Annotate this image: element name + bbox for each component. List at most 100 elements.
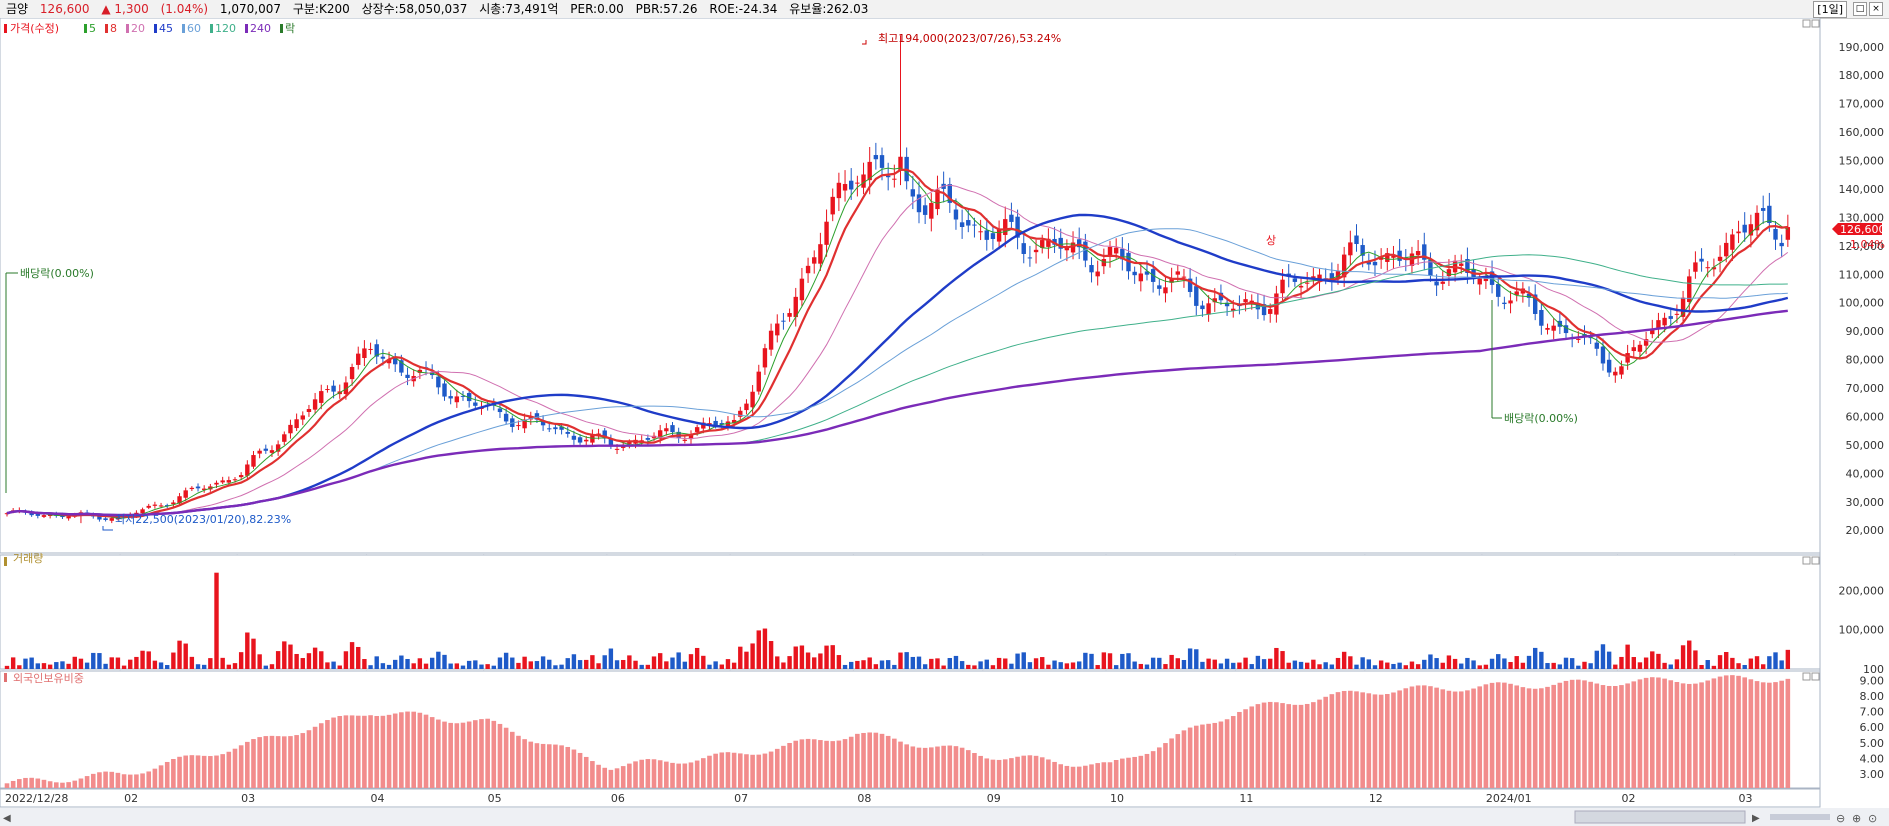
stock-name[interactable]: 금양: [6, 2, 29, 16]
foreign-ratio-bar: [466, 721, 472, 788]
legend-price-label[interactable]: 가격(수정): [10, 22, 59, 35]
foreign-ratio-bar: [1076, 766, 1082, 788]
volume-title-marker: [4, 557, 7, 566]
foreign-ratio-bar: [1033, 755, 1039, 788]
candle-body: [1767, 205, 1772, 224]
foreign-ratio-bar: [645, 759, 651, 788]
candle-body: [158, 505, 164, 507]
candle-body: [1588, 337, 1593, 339]
volume-bar: [787, 656, 792, 669]
candle-body: [331, 385, 336, 392]
volume-bar: [1064, 663, 1070, 669]
candle-body: [269, 450, 275, 453]
foreign-ratio-bar: [719, 752, 725, 788]
candle-body: [1163, 287, 1168, 294]
foreign-ratio-bar: [35, 778, 41, 788]
candle-body: [867, 161, 872, 181]
legend-ma-marker: [84, 24, 87, 33]
volume-bar: [1009, 663, 1014, 669]
candle-body: [916, 194, 922, 213]
price-tick-label: 90,000: [1846, 325, 1885, 338]
candle-body: [756, 371, 761, 392]
high-annotation: 최고194,000(2023/07/26),53.24%: [862, 32, 1061, 45]
candle-body: [1372, 261, 1378, 266]
foreign-ratio-bar: [1083, 765, 1088, 788]
foreign-ratio-bar: [1070, 766, 1076, 788]
foreign-ratio-bar: [503, 727, 509, 788]
candle-body: [1779, 242, 1784, 247]
volume-bar: [195, 664, 201, 669]
volume-bar: [1767, 656, 1772, 669]
candle-body: [1187, 278, 1193, 292]
foreign-ratio-bar: [1058, 764, 1064, 788]
foreign-ratio-bar: [78, 778, 84, 788]
x-tick-label: 03: [241, 792, 255, 805]
volume-bar: [1730, 657, 1735, 669]
volume-bar: [1348, 656, 1353, 669]
foreign-ratio-bar: [1169, 738, 1174, 788]
candle-body: [528, 416, 533, 420]
chart-canvas[interactable]: 20,000 30,000 40,000 50,000 60,000 70,000 80,0…: [0, 18, 1889, 826]
close-icon[interactable]: ×: [1869, 2, 1883, 16]
foreign-ratio-bar: [343, 715, 349, 788]
volume-bar: [1298, 661, 1304, 669]
candle-body: [393, 358, 398, 365]
volume-bar: [812, 657, 817, 669]
foreign-ratio-bar: [1200, 724, 1205, 788]
foreign-ratio-bar: [898, 741, 903, 788]
volume-bar: [220, 657, 225, 669]
candle-body: [614, 448, 620, 450]
volume-bar: [1514, 656, 1519, 669]
foreign-ratio-bar: [448, 722, 453, 788]
foreign-ratio-bar: [1280, 703, 1285, 788]
scrollbar-track[interactable]: [0, 808, 1889, 826]
candle-body: [1181, 276, 1187, 278]
candle-body: [380, 356, 386, 359]
scroll-right-icon[interactable]: ▶: [1752, 813, 1760, 824]
volume-bar: [1717, 655, 1723, 669]
volume-bar: [1594, 650, 1600, 669]
volume-bar: [1785, 649, 1791, 669]
candle-body: [830, 196, 835, 215]
zoom-out-icon[interactable]: ⊖: [1836, 812, 1845, 825]
foreign-ratio-bar: [1046, 759, 1051, 788]
candle-body: [497, 408, 503, 413]
candle-body: [152, 504, 158, 506]
volume-bar: [1280, 651, 1285, 669]
zoom-reset-icon[interactable]: ⊙: [1868, 812, 1877, 825]
volume-bar: [1742, 664, 1747, 669]
foreign-ratio-bar: [1120, 758, 1125, 788]
foreign-ratio-bar: [436, 719, 441, 788]
ma-line-5: [6, 167, 1789, 519]
zoom-slider[interactable]: [1770, 814, 1830, 820]
foreign-ratio-bar: [990, 759, 996, 788]
volume-bar: [417, 658, 423, 669]
volume-bar: [109, 657, 114, 669]
foreign-ratio-bar: [1723, 675, 1729, 788]
foreign-ratio-bar: [121, 774, 127, 788]
pane-restore-icon: [1811, 672, 1820, 681]
volume-bar: [1477, 665, 1482, 669]
candle-body: [1046, 238, 1051, 247]
volume-bar: [1496, 654, 1501, 669]
candle-body: [621, 446, 626, 448]
price-tick-label: 150,000: [1839, 155, 1885, 168]
scroll-left-icon[interactable]: ◀: [3, 813, 11, 824]
foreign-ratio-bar: [1600, 685, 1606, 788]
foreign-ratio-bar: [1730, 675, 1735, 788]
candle-body: [436, 376, 441, 388]
zoom-in-icon[interactable]: ⊕: [1852, 812, 1861, 825]
volume-bar: [386, 664, 392, 669]
restore-icon[interactable]: □: [1853, 2, 1867, 16]
volume-bar: [1070, 662, 1076, 669]
foreign-ratio-bar: [793, 740, 799, 788]
volume-bar: [553, 665, 558, 669]
scrollbar-thumb[interactable]: [1574, 810, 1746, 824]
volume-bar: [867, 657, 872, 669]
volume-bar: [676, 652, 681, 669]
foreign-ratio-bar: [953, 746, 959, 788]
volume-bar: [688, 654, 694, 669]
legend-ma-marker: [210, 24, 213, 33]
candle-body: [220, 480, 225, 483]
period-button[interactable]: [1일]: [1813, 1, 1847, 18]
